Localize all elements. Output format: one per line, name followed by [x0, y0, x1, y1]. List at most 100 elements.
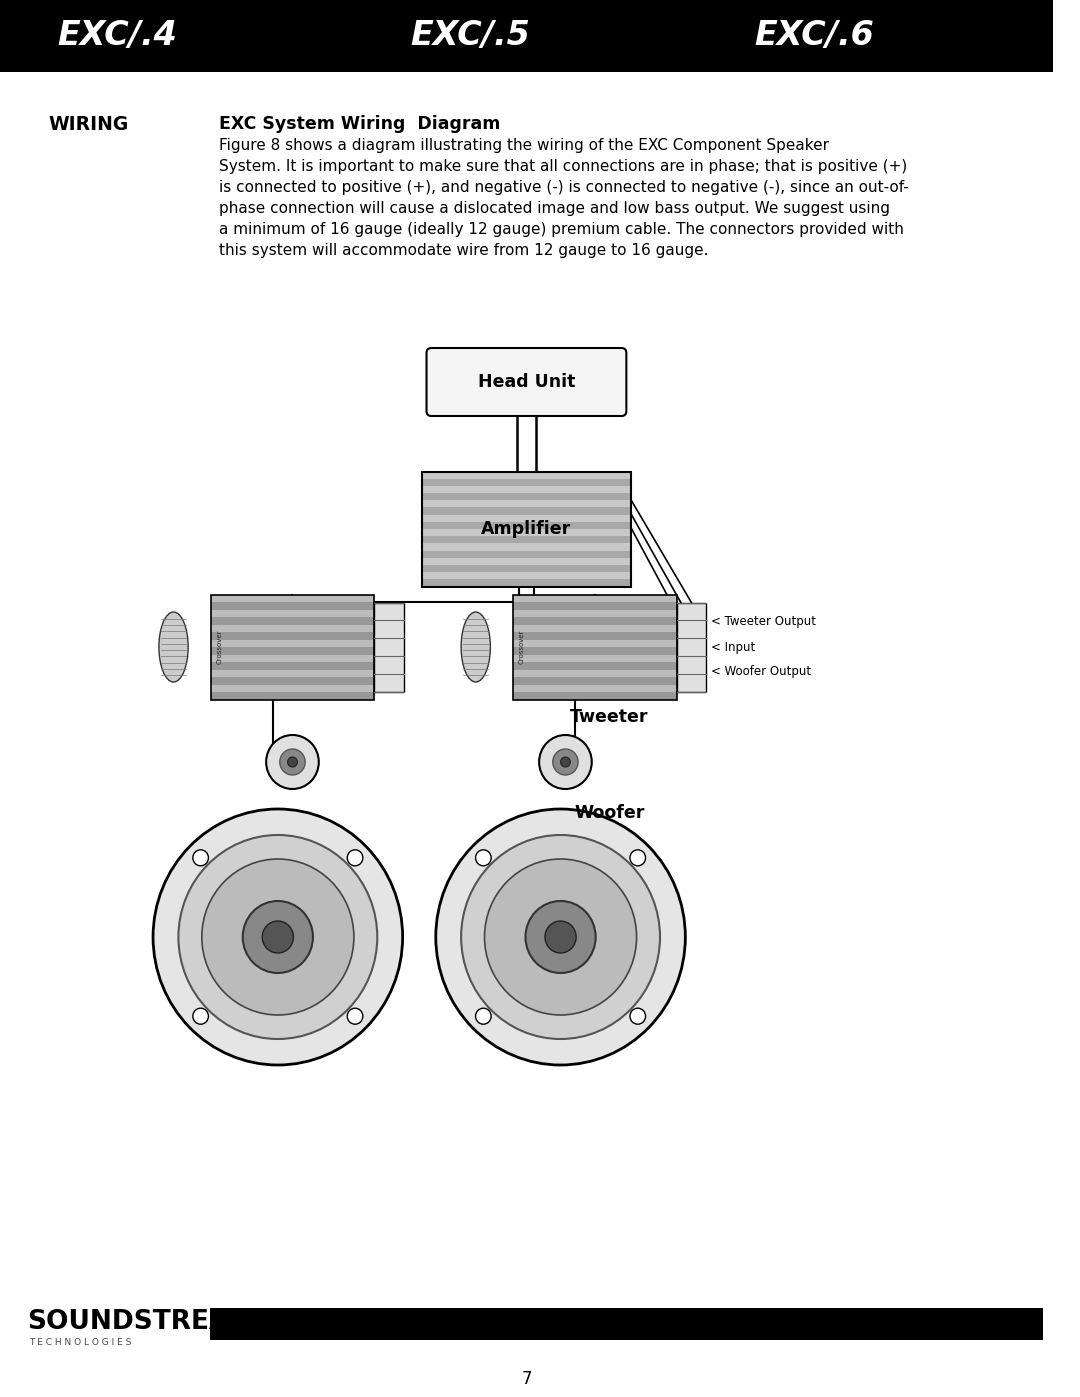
Bar — [421, 550, 631, 557]
Circle shape — [193, 849, 208, 866]
Text: < Woofer Output: < Woofer Output — [711, 665, 811, 679]
Circle shape — [545, 921, 576, 953]
Bar — [211, 662, 375, 669]
Circle shape — [280, 749, 306, 775]
Bar — [211, 609, 375, 617]
Text: SOUNDSTREAM: SOUNDSTREAM — [27, 1309, 256, 1336]
Circle shape — [561, 757, 570, 767]
Circle shape — [348, 849, 363, 866]
Bar — [421, 500, 631, 507]
Text: this system will accommodate wire from 12 gauge to 16 gauge.: this system will accommodate wire from 1… — [219, 243, 708, 258]
Bar — [421, 522, 631, 529]
Ellipse shape — [159, 612, 188, 682]
Circle shape — [178, 835, 377, 1039]
Bar — [513, 678, 676, 685]
Circle shape — [475, 849, 491, 866]
Circle shape — [485, 859, 636, 1016]
Circle shape — [475, 1009, 491, 1024]
Bar — [513, 662, 676, 669]
Bar — [421, 564, 631, 573]
Bar — [513, 617, 676, 624]
Circle shape — [287, 757, 297, 767]
Bar — [211, 617, 375, 624]
Text: EXC System Wiring  Diagram: EXC System Wiring Diagram — [219, 115, 501, 133]
Text: System. It is important to make sure that all connections are in phase; that is : System. It is important to make sure tha… — [219, 159, 907, 175]
Bar — [211, 685, 375, 692]
Bar — [211, 640, 375, 647]
Text: T E C H N O L O G I E S: T E C H N O L O G I E S — [29, 1338, 132, 1347]
Text: Woofer: Woofer — [575, 805, 645, 821]
Circle shape — [243, 901, 313, 972]
Bar — [211, 678, 375, 685]
Bar — [513, 685, 676, 692]
Text: Crossover: Crossover — [216, 630, 222, 664]
Bar — [513, 595, 676, 602]
Text: Tweeter: Tweeter — [570, 707, 649, 725]
Circle shape — [630, 1009, 646, 1024]
Bar — [421, 486, 631, 493]
Bar — [211, 595, 375, 700]
Bar — [513, 609, 676, 617]
Bar — [513, 655, 676, 662]
Bar — [676, 602, 706, 692]
Bar — [211, 602, 375, 609]
Bar — [421, 514, 631, 522]
Text: phase connection will cause a dislocated image and low bass output. We suggest u: phase connection will cause a dislocated… — [219, 201, 890, 217]
Circle shape — [202, 859, 354, 1016]
Circle shape — [630, 849, 646, 866]
Text: EXC/.5: EXC/.5 — [410, 20, 530, 53]
Bar — [421, 529, 631, 536]
Bar — [211, 655, 375, 662]
Text: Crossover: Crossover — [518, 630, 525, 664]
Bar — [421, 573, 631, 580]
Text: < Tweeter Output: < Tweeter Output — [711, 616, 815, 629]
Bar — [513, 647, 676, 655]
Bar — [513, 602, 676, 609]
Bar — [211, 692, 375, 700]
Bar — [421, 543, 631, 550]
Bar — [421, 472, 631, 587]
Circle shape — [193, 1009, 208, 1024]
Text: Head Unit: Head Unit — [477, 373, 576, 391]
Bar — [421, 580, 631, 587]
FancyBboxPatch shape — [427, 348, 626, 416]
Bar — [421, 557, 631, 564]
Circle shape — [153, 809, 403, 1065]
Bar — [513, 640, 676, 647]
Bar — [0, 0, 1053, 73]
Circle shape — [526, 901, 596, 972]
Text: EXC/.4: EXC/.4 — [57, 20, 177, 53]
Text: a minimum of 16 gauge (ideally 12 gauge) premium cable. The connectors provided : a minimum of 16 gauge (ideally 12 gauge)… — [219, 222, 904, 237]
Bar — [513, 669, 676, 678]
Text: WIRING: WIRING — [49, 115, 129, 134]
Bar — [211, 624, 375, 631]
Bar — [421, 493, 631, 500]
Circle shape — [461, 835, 660, 1039]
Bar — [513, 631, 676, 640]
Bar — [421, 479, 631, 486]
Circle shape — [539, 735, 592, 789]
Circle shape — [266, 735, 319, 789]
Bar — [421, 507, 631, 514]
Circle shape — [262, 921, 294, 953]
Circle shape — [553, 749, 578, 775]
Text: Figure 8 shows a diagram illustrating the wiring of the EXC Component Speaker: Figure 8 shows a diagram illustrating th… — [219, 138, 829, 154]
Bar — [421, 536, 631, 543]
Text: EXC/.6: EXC/.6 — [754, 20, 874, 53]
Bar — [513, 692, 676, 700]
Bar — [421, 472, 631, 479]
Text: is connected to positive (+), and negative (-) is connected to negative (-), sin: is connected to positive (+), and negati… — [219, 180, 909, 196]
Bar — [211, 595, 375, 602]
Bar — [211, 669, 375, 678]
Bar — [513, 595, 676, 700]
Text: Amplifier: Amplifier — [482, 520, 571, 538]
Text: < Input: < Input — [711, 640, 755, 654]
Bar — [375, 602, 404, 692]
Ellipse shape — [461, 612, 490, 682]
Text: 7: 7 — [522, 1370, 531, 1389]
Bar — [513, 624, 676, 631]
Bar — [210, 1308, 1043, 1340]
Circle shape — [435, 809, 686, 1065]
Circle shape — [348, 1009, 363, 1024]
Bar — [211, 647, 375, 655]
